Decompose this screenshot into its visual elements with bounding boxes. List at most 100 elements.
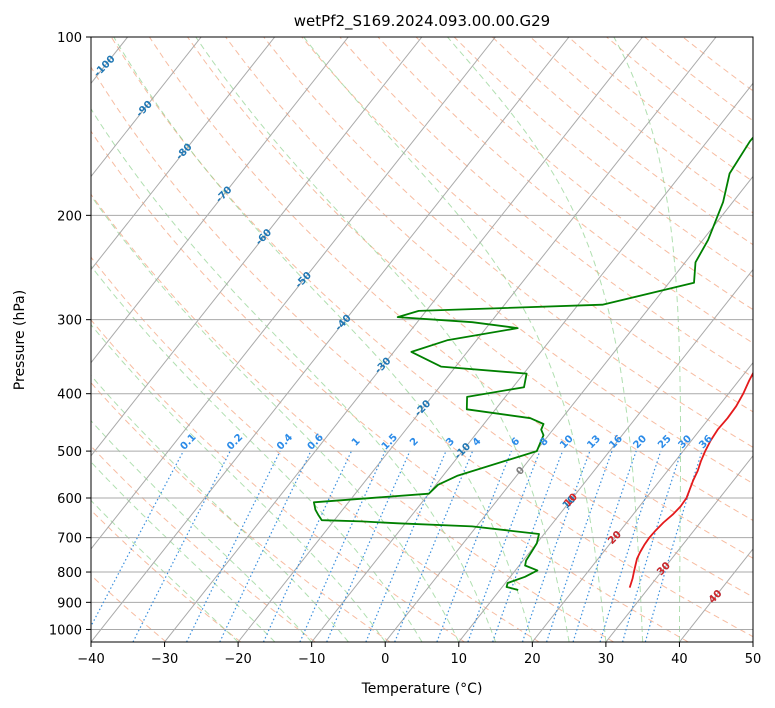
isotherm-line [531, 361, 753, 642]
x-tick-label: 30 [598, 652, 615, 667]
series-layer [313, 37, 753, 591]
mixing-ratio-line [326, 450, 411, 642]
y-tick-label: 900 [57, 596, 82, 611]
mixing-ratio-label: 0.6 [306, 432, 326, 452]
mixing-ratio-line [365, 450, 447, 642]
x-tick-label: 40 [671, 652, 688, 667]
moist-adiabat-line [91, 265, 423, 642]
moist-adiabat-line [303, 37, 607, 642]
dry-adiabat-line [91, 445, 316, 642]
moist-adiabat-line [91, 499, 239, 642]
y-tick-label: 700 [57, 532, 82, 547]
y-tick-label: 600 [57, 492, 82, 507]
mixing-ratio-label: 1.5 [380, 432, 400, 452]
mixing-ratio-label: 10 [558, 433, 576, 451]
dry-adiabat-line [91, 130, 689, 642]
moist-adiabat-line [91, 374, 349, 642]
isotherm-line [91, 37, 423, 457]
mixing-ratio-label: 2 [408, 436, 421, 449]
mixing-ratio-line [91, 450, 184, 628]
chart-title: wetPf2_S169.2024.093.00.00.G29 [294, 12, 550, 31]
dry-adiabat-line [187, 37, 753, 521]
moist-adiabat-line [113, 37, 533, 642]
isotherm-line [91, 37, 276, 271]
y-axis: 100 200 300 400 500 600 700 800 900 1000 [49, 31, 91, 638]
dry-adiabat-line [91, 574, 167, 642]
dry-adiabat-line [568, 37, 753, 183]
mixing-ratio-line [521, 450, 591, 642]
x-tick-label: 0 [381, 652, 389, 667]
mixing-ratio-line [436, 450, 512, 642]
isotherm-label: -80 [174, 142, 194, 163]
y-tick-label: 400 [57, 388, 82, 403]
y-tick-label: 300 [57, 314, 82, 329]
isotherm-line [311, 82, 753, 642]
dry-adiabat-line [682, 37, 753, 92]
moist-adiabat-line [91, 194, 460, 642]
moist-adiabat-line [91, 108, 497, 642]
mixing-ratio-line [622, 450, 682, 642]
isotherm-line [384, 175, 753, 642]
mixing-ratio-line [186, 450, 281, 642]
x-tick-label: 10 [451, 652, 468, 667]
isotherm-line [458, 268, 753, 642]
x-tick-label: −10 [298, 652, 325, 667]
mixing-ratio-line [572, 450, 637, 642]
mixing-ratio-label: 30 [677, 433, 695, 451]
mixing-ratio-line [492, 450, 564, 642]
y-tick-label: 100 [57, 31, 82, 46]
mixing-ratio-line [132, 450, 231, 642]
mixing-ratio-label: 0.4 [275, 432, 295, 452]
dry-adiabat-line [644, 37, 753, 122]
dry-adiabat-line [263, 37, 753, 448]
mixing-ratio-label: 1 [350, 436, 363, 449]
dry-adiabat-line [225, 37, 753, 484]
x-tick-label: −30 [151, 652, 178, 667]
mixing-ratio-label: 0.2 [225, 432, 245, 452]
mixing-ratio-line [467, 450, 541, 642]
mixing-ratio-line [299, 450, 386, 642]
dry-adiabat-line [491, 37, 753, 246]
y-tick-label: 800 [57, 566, 82, 581]
mixing-ratio-line [546, 450, 613, 642]
isotherm-line [91, 37, 202, 178]
isotherm-line [91, 37, 349, 364]
plot-frame [90, 36, 754, 643]
moist-adiabat-line [195, 37, 570, 642]
dry-adiabat-line [377, 37, 753, 344]
isotherm-line [91, 37, 570, 642]
dry-adiabat-line [301, 37, 753, 413]
isotherm-line [237, 37, 717, 642]
mixing-ratio-label: 4 [471, 436, 484, 449]
mixing-ratio-line [644, 450, 703, 642]
dry-adiabat-line [91, 193, 614, 642]
dewpoint-profile-line [313, 136, 753, 591]
mixing-ratio-line [262, 450, 353, 642]
dry-adiabat-line [91, 509, 242, 642]
dry-adiabat-line [91, 319, 465, 642]
isotherm-line [164, 37, 643, 642]
x-axis: −40 −30 −20 −10 0 10 20 30 40 50 [77, 642, 761, 667]
dry-adiabat-label: 20 [606, 529, 624, 547]
isotherm-line [91, 37, 496, 550]
x-tick-label: −40 [77, 652, 104, 667]
mixing-ratio-label: 25 [656, 433, 674, 451]
isotherm-label: -90 [134, 99, 154, 120]
dry-adiabat-line [148, 37, 753, 559]
dry-adiabat-line [91, 256, 540, 642]
dry-adiabat-line [110, 37, 753, 598]
mixing-ratio-line [394, 450, 474, 642]
mixing-ratio-label: 36 [697, 433, 715, 451]
moist-adiabat-line [91, 461, 276, 642]
dry-adiabat-label: 40 [707, 588, 725, 606]
dry-adiabat-line [530, 37, 753, 214]
isotherm-label: -70 [214, 185, 234, 206]
y-axis-label: Pressure (hPa) [12, 290, 28, 390]
dry-adiabat-line [415, 37, 753, 311]
mixing-ratio-line [599, 450, 662, 642]
mixing-ratio-label: 3 [444, 436, 457, 449]
isotherm-label: -40 [333, 313, 353, 334]
dry-adiabat-line [91, 66, 753, 638]
y-tick-label: 500 [57, 445, 82, 460]
